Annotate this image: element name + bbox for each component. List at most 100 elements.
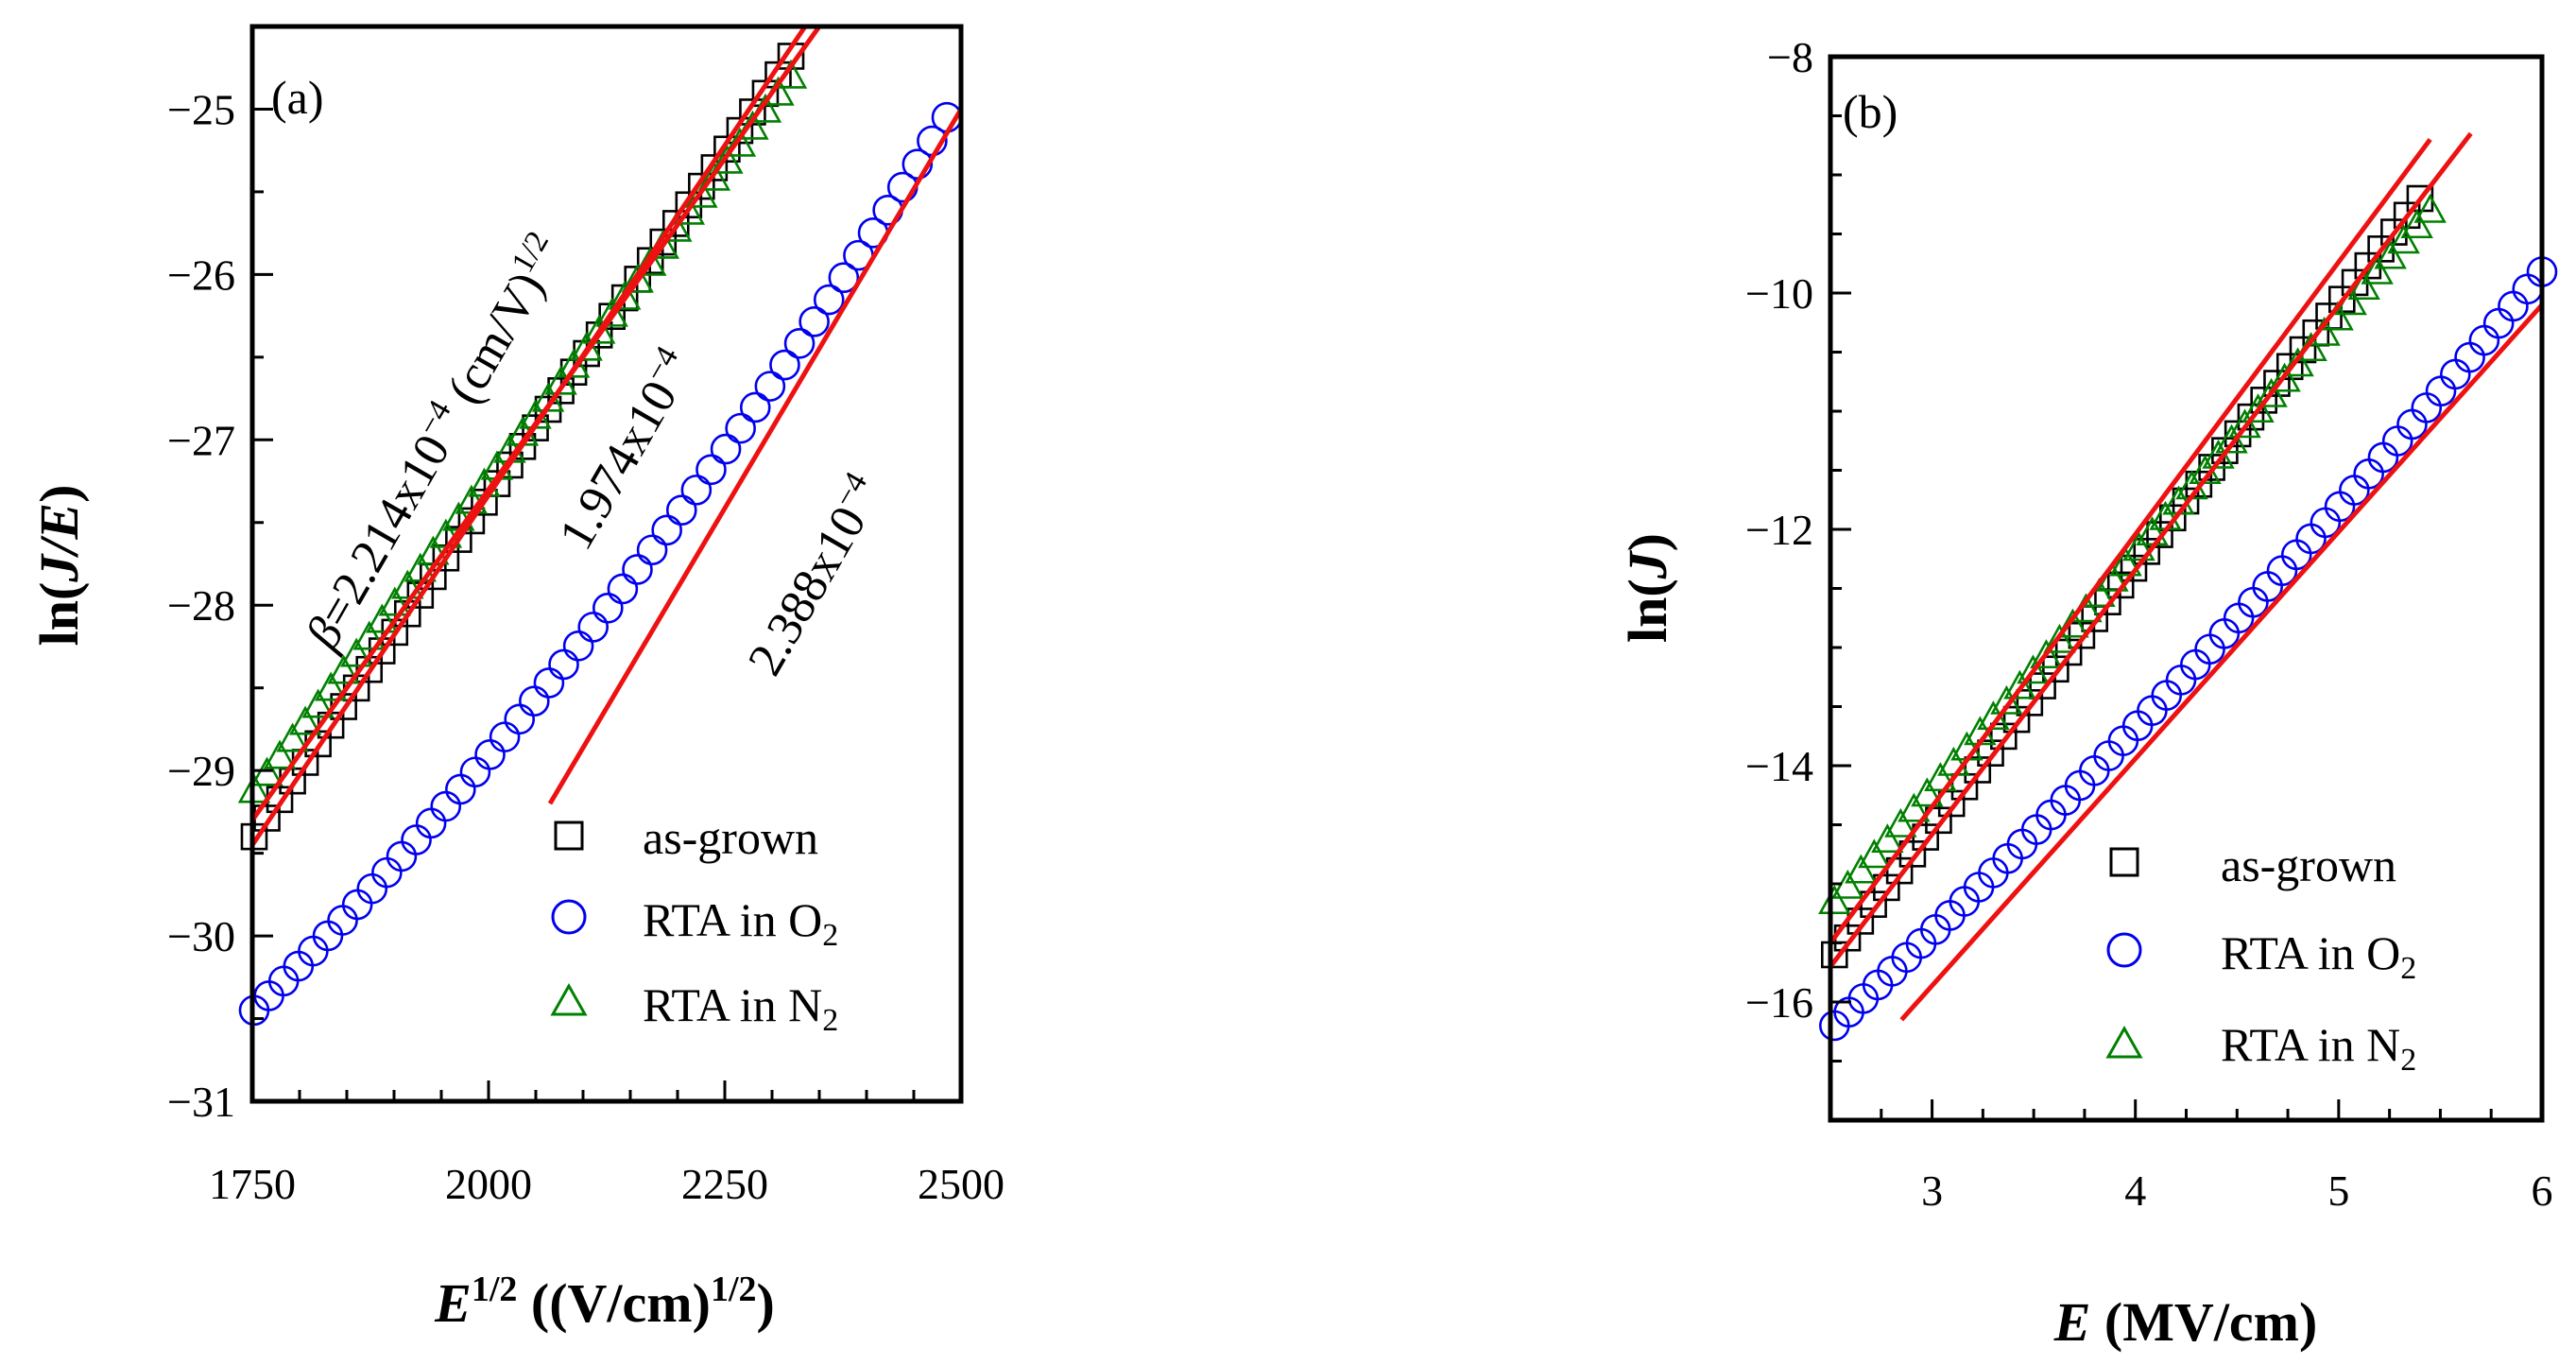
annotation-n2-value: 1.974x10 (549, 372, 688, 559)
panel-b-point-rta-in-n2 (2228, 408, 2261, 439)
panel-b-point-rta-in-n2 (1898, 792, 1931, 822)
panel-b-point-rta-in-n2 (2387, 224, 2420, 254)
panel-b-xtick-label: 3 (1921, 1166, 1943, 1215)
legend-b-label-rta-n2-text: RTA in N (2221, 1018, 2400, 1071)
legend-b-label-rta-o2-sub: 2 (2400, 951, 2416, 986)
panel-b: 3 4 5 6 −16 −14 −12 −10 −8 (b) as-grown RTA in O… (1617, 33, 2558, 1353)
legend-b-label-rta-n2-sub: 2 (2400, 1043, 2416, 1078)
panel-a-point-rta-in-n2 (352, 620, 386, 650)
panel-a-point-rta-in-o2 (430, 790, 462, 822)
legend-a-marker-triangle (550, 982, 588, 1016)
panel-a-point-rta-in-o2 (474, 738, 506, 770)
panel-b-point-rta-in-o2 (2425, 375, 2457, 406)
panel-b-point-rta-in-n2 (1911, 777, 1944, 807)
panel-a-point-rta-in-o2 (519, 685, 550, 717)
panel-b-xlabel-main: E (2053, 1291, 2091, 1353)
panel-a-point-rta-in-o2 (548, 648, 579, 681)
panel-a-point-rta-in-o2 (562, 630, 594, 662)
panel-a-point-rta-in-n2 (327, 654, 360, 684)
panel-a-point-rta-in-n2 (711, 144, 744, 174)
panel-b-point-rta-in-n2 (2413, 193, 2447, 223)
panel-b-xlabel: E (MV/cm) (2053, 1291, 2318, 1353)
legend-b-label-rta-o2: RTA in O2 (2221, 926, 2416, 986)
panel-a-ylabel-var: J/E (28, 503, 90, 583)
panel-a-point-rta-in-o2 (327, 905, 358, 936)
panel-a-point-rta-in-n2 (276, 722, 309, 752)
panel-a-point-rta-in-n2 (595, 297, 628, 327)
panel-a-ytick-label: −28 (167, 581, 235, 630)
panel-a-xlabel-main: E (434, 1272, 472, 1334)
panel-a-ylabel-post: ) (28, 485, 90, 503)
panel-a-point-rta-in-n2 (391, 569, 424, 599)
legend-a-label-rta-n2-sub: 2 (822, 1003, 838, 1038)
panel-a-ytick-label: −29 (167, 747, 235, 795)
panel-a-xtick-label: 2000 (445, 1160, 532, 1208)
annotation-o2-value: 2.388x10 (738, 498, 877, 684)
panel-a-label: (a) (271, 71, 324, 124)
panel-b-ytick-label: −8 (1767, 33, 1813, 81)
panel-b-xtick-label: 6 (2532, 1166, 2553, 1215)
panel-a-point-rta-in-o2 (533, 667, 565, 699)
panel-a-point-rta-in-n2 (366, 603, 399, 633)
panel-a-point-rta-in-o2 (356, 873, 388, 905)
legend-a-label-rta-o2: RTA in O2 (643, 893, 838, 953)
panel-b-ylabel-post: ) (1617, 533, 1678, 551)
panel-a-point-rta-in-o2 (813, 284, 845, 316)
panel-a-point-rta-in-o2 (696, 454, 727, 486)
panel-b-point-rta-in-o2 (2381, 425, 2413, 457)
panel-a-point-rta-in-n2 (404, 552, 438, 582)
panel-b-point-rta-in-n2 (2122, 531, 2155, 562)
panel-b-point-rta-in-n2 (2347, 270, 2380, 301)
panel-a-point-rta-in-o2 (665, 494, 697, 526)
panel-b-point-rta-in-o2 (2194, 633, 2225, 665)
panel-a-point-rta-in-o2 (754, 371, 786, 402)
panel-a-marks (237, 25, 964, 1027)
panel-b-point-rta-in-o2 (2165, 665, 2197, 696)
panel-a-point-rta-in-o2 (710, 433, 742, 465)
panel-b-label: (b) (1843, 85, 1898, 138)
panel-a-point-rta-in-o2 (298, 935, 329, 967)
panel-a-point-rta-in-n2 (263, 739, 297, 769)
panel-b-point-rta-in-o2 (2411, 392, 2443, 423)
panel-b-fit-line-2 (1829, 131, 2473, 969)
panel-a-point-rta-in-n2 (723, 127, 757, 157)
panel-a-point-rta-in-o2 (799, 305, 830, 337)
panel-b-legend: as-grown RTA in O2 RTA in N2 (2105, 838, 2416, 1078)
legend-b-label-as-grown: as-grown (2221, 838, 2396, 891)
panel-b-xtick-label: 5 (2327, 1166, 2349, 1215)
legend-b-label-rta-o2-text: RTA in O (2221, 926, 2400, 979)
panel-a-point-rta-in-n2 (288, 705, 322, 735)
legend-b-marker-triangle (2105, 1025, 2143, 1059)
legend-a-marker-square (554, 821, 584, 851)
panel-b-point-rta-in-o2 (2454, 341, 2485, 373)
panel-a-point-rta-in-o2 (415, 807, 447, 839)
legend-a-marker-circle (551, 899, 587, 935)
panel-b-ytick-label: −12 (1745, 506, 1813, 554)
panel-a-frame (249, 24, 964, 1104)
panel-a-point-rta-in-o2 (312, 920, 344, 952)
panel-b-point-rta-in-o2 (2396, 408, 2428, 441)
panel-a-point-rta-in-o2 (489, 721, 521, 752)
panel-b-point-rta-in-o2 (2367, 441, 2399, 474)
panel-b-point-rta-in-n2 (2030, 639, 2063, 669)
panel-b-point-rta-in-n2 (1924, 762, 1957, 792)
panel-b-point-rta-in-n2 (2017, 654, 2050, 684)
panel-a-point-rta-in-o2 (386, 840, 418, 873)
panel-a-point-rta-in-o2 (680, 475, 713, 506)
panel-a-ytick-label: −27 (167, 416, 235, 464)
panel-a-xlabel-rest: ((V/cm) (517, 1272, 711, 1334)
panel-a-fit-line-2 (249, 25, 822, 822)
panel-b-ytick-label: −16 (1745, 978, 1813, 1027)
panel-a-xlabel-sup: 1/2 (472, 1270, 518, 1309)
panel-b-point-rta-in-o2 (2482, 307, 2515, 339)
legend-b-marker-square (2109, 847, 2139, 877)
panel-a-point-rta-in-n2 (621, 263, 654, 293)
panel-a-point-rta-in-o2 (401, 824, 432, 855)
panel-a-legend: as-grown RTA in O2 RTA in N2 (550, 811, 838, 1038)
panel-a-point-rta-in-o2 (636, 534, 668, 566)
legend-a-label-rta-n2: RTA in N2 (643, 978, 838, 1038)
panel-b-point-rta-in-n2 (2281, 347, 2314, 377)
panel-a-point-rta-in-o2 (622, 554, 653, 585)
panel-b-xlabel-rest: (MV/cm) (2090, 1291, 2317, 1353)
panel-a-point-rta-in-o2 (783, 327, 816, 359)
